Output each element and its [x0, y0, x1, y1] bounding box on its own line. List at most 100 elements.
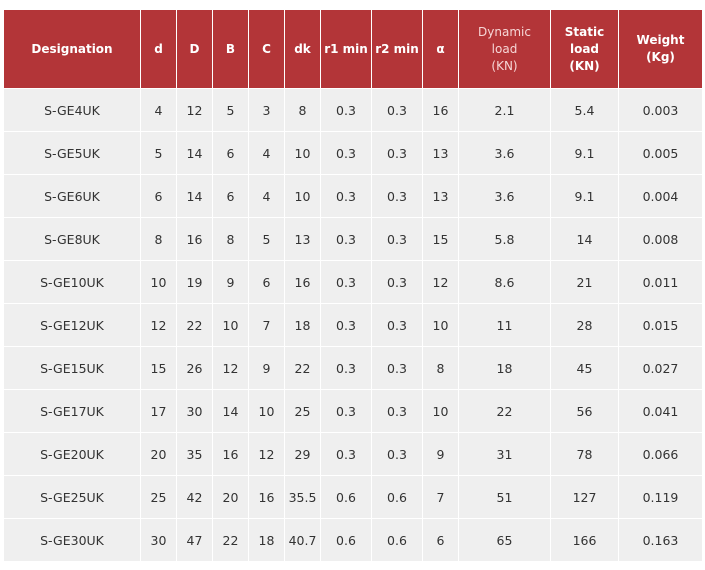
- table-cell-designation: S-GE17UK: [3, 389, 141, 433]
- column-header-text: (KN): [491, 58, 518, 73]
- table-cell-static-load: 21: [550, 260, 619, 304]
- table-cell-static-load: 78: [550, 432, 619, 476]
- table-row: S-GE5UK 5 14 6 4 10 0.3 0.3 13 3.6 9.1 0.005: [3, 131, 703, 175]
- table-cell-dynamic-load: 2.1: [458, 88, 551, 132]
- table-cell-dk: 10: [284, 174, 321, 218]
- table-cell-weight: 0.011: [618, 260, 703, 304]
- table-cell-C: 18: [248, 518, 285, 562]
- table-cell-dynamic-load: 22: [458, 389, 551, 433]
- table-cell-D: 22: [176, 303, 213, 347]
- table-cell-alpha: 15: [422, 217, 459, 261]
- table-cell-D: 19: [176, 260, 213, 304]
- table-cell-dynamic-load: 3.6: [458, 174, 551, 218]
- table-cell-C: 5: [248, 217, 285, 261]
- table-cell-r2min: 0.3: [371, 174, 423, 218]
- table-cell-D: 30: [176, 389, 213, 433]
- column-header-text: D: [189, 41, 200, 56]
- table-cell-r1min: 0.3: [320, 346, 372, 390]
- table-cell-r1min: 0.6: [320, 475, 372, 519]
- table-cell-r1min: 0.3: [320, 88, 372, 132]
- table-cell-r1min: 0.3: [320, 131, 372, 175]
- table-cell-C: 9: [248, 346, 285, 390]
- table-cell-weight: 0.003: [618, 88, 703, 132]
- column-header-text: d: [154, 41, 163, 56]
- table-cell-D: 12: [176, 88, 213, 132]
- table-cell-designation: S-GE25UK: [3, 475, 141, 519]
- column-header-text: (KN): [569, 58, 600, 73]
- table-cell-r2min: 0.6: [371, 518, 423, 562]
- table-cell-static-load: 127: [550, 475, 619, 519]
- column-header-text: Weight: [636, 33, 685, 47]
- column-header-text: load: [491, 41, 518, 56]
- column-header-text: B: [225, 41, 236, 56]
- table-cell-d: 17: [140, 389, 177, 433]
- table-cell-r2min: 0.3: [371, 88, 423, 132]
- table-cell-dynamic-load: 18: [458, 346, 551, 390]
- table-cell-d: 15: [140, 346, 177, 390]
- table-row: S-GE6UK 6 14 6 4 10 0.3 0.3 13 3.6 9.1 0.004: [3, 174, 703, 218]
- table-cell-B: 10: [212, 303, 249, 347]
- table-row: S-GE30UK 30 47 22 18 40.7 0.6 0.6 6 65 166 0.163: [3, 518, 703, 562]
- table-cell-r2min: 0.3: [371, 346, 423, 390]
- table-cell-B: 20: [212, 475, 249, 519]
- table-cell-alpha: 8: [422, 346, 459, 390]
- table-cell-alpha: 12: [422, 260, 459, 304]
- column-header-weight: Weight (Kg): [618, 9, 703, 89]
- column-header-text: Static: [564, 24, 605, 39]
- table-cell-static-load: 166: [550, 518, 619, 562]
- table-row: S-GE17UK 17 30 14 10 25 0.3 0.3 10 22 56 0.041: [3, 389, 703, 433]
- table-cell-weight: 0.008: [618, 217, 703, 261]
- table-cell-dynamic-load: 8.6: [458, 260, 551, 304]
- table-cell-r1min: 0.3: [320, 260, 372, 304]
- table-cell-alpha: 13: [422, 174, 459, 218]
- table-cell-static-load: 45: [550, 346, 619, 390]
- column-header-text: dk: [294, 41, 311, 56]
- table-cell-d: 5: [140, 131, 177, 175]
- table-cell-d: 12: [140, 303, 177, 347]
- table-cell-D: 14: [176, 174, 213, 218]
- table-cell-designation: S-GE15UK: [3, 346, 141, 390]
- table-row: S-GE12UK 12 22 10 7 18 0.3 0.3 10 11 28 0.015: [3, 303, 703, 347]
- table-cell-dynamic-load: 11: [458, 303, 551, 347]
- table-cell-alpha: 13: [422, 131, 459, 175]
- table-cell-D: 16: [176, 217, 213, 261]
- column-header-D: D: [176, 9, 213, 89]
- table-cell-designation: S-GE6UK: [3, 174, 141, 218]
- table-cell-dk: 16: [284, 260, 321, 304]
- table-cell-d: 10: [140, 260, 177, 304]
- table-cell-dk: 29: [284, 432, 321, 476]
- table-cell-static-load: 56: [550, 389, 619, 433]
- table-cell-static-load: 28: [550, 303, 619, 347]
- column-header-text: α: [436, 41, 445, 56]
- column-header-d: d: [140, 9, 177, 89]
- table-cell-dk: 22: [284, 346, 321, 390]
- table-cell-d: 8: [140, 217, 177, 261]
- table-cell-alpha: 10: [422, 303, 459, 347]
- column-header-C: C: [248, 9, 285, 89]
- table-cell-weight: 0.066: [618, 432, 703, 476]
- table-cell-dk: 25: [284, 389, 321, 433]
- table-cell-B: 8: [212, 217, 249, 261]
- column-header-text: C: [262, 41, 271, 56]
- table-cell-B: 9: [212, 260, 249, 304]
- table-cell-B: 22: [212, 518, 249, 562]
- table-cell-designation: S-GE20UK: [3, 432, 141, 476]
- table-cell-d: 4: [140, 88, 177, 132]
- table-cell-dynamic-load: 5.8: [458, 217, 551, 261]
- table-row: S-GE8UK 8 16 8 5 13 0.3 0.3 15 5.8 14 0.008: [3, 217, 703, 261]
- table-cell-dk: 40.7: [284, 518, 321, 562]
- table-cell-C: 10: [248, 389, 285, 433]
- table-cell-D: 14: [176, 131, 213, 175]
- table-cell-r2min: 0.3: [371, 131, 423, 175]
- table-cell-D: 26: [176, 346, 213, 390]
- table-cell-dynamic-load: 31: [458, 432, 551, 476]
- table-cell-alpha: 9: [422, 432, 459, 476]
- table-cell-C: 4: [248, 174, 285, 218]
- table-cell-r2min: 0.3: [371, 389, 423, 433]
- table-cell-designation: S-GE30UK: [3, 518, 141, 562]
- column-header-r1min: r1 min: [320, 9, 372, 89]
- table-cell-alpha: 7: [422, 475, 459, 519]
- table-cell-d: 6: [140, 174, 177, 218]
- table-cell-C: 6: [248, 260, 285, 304]
